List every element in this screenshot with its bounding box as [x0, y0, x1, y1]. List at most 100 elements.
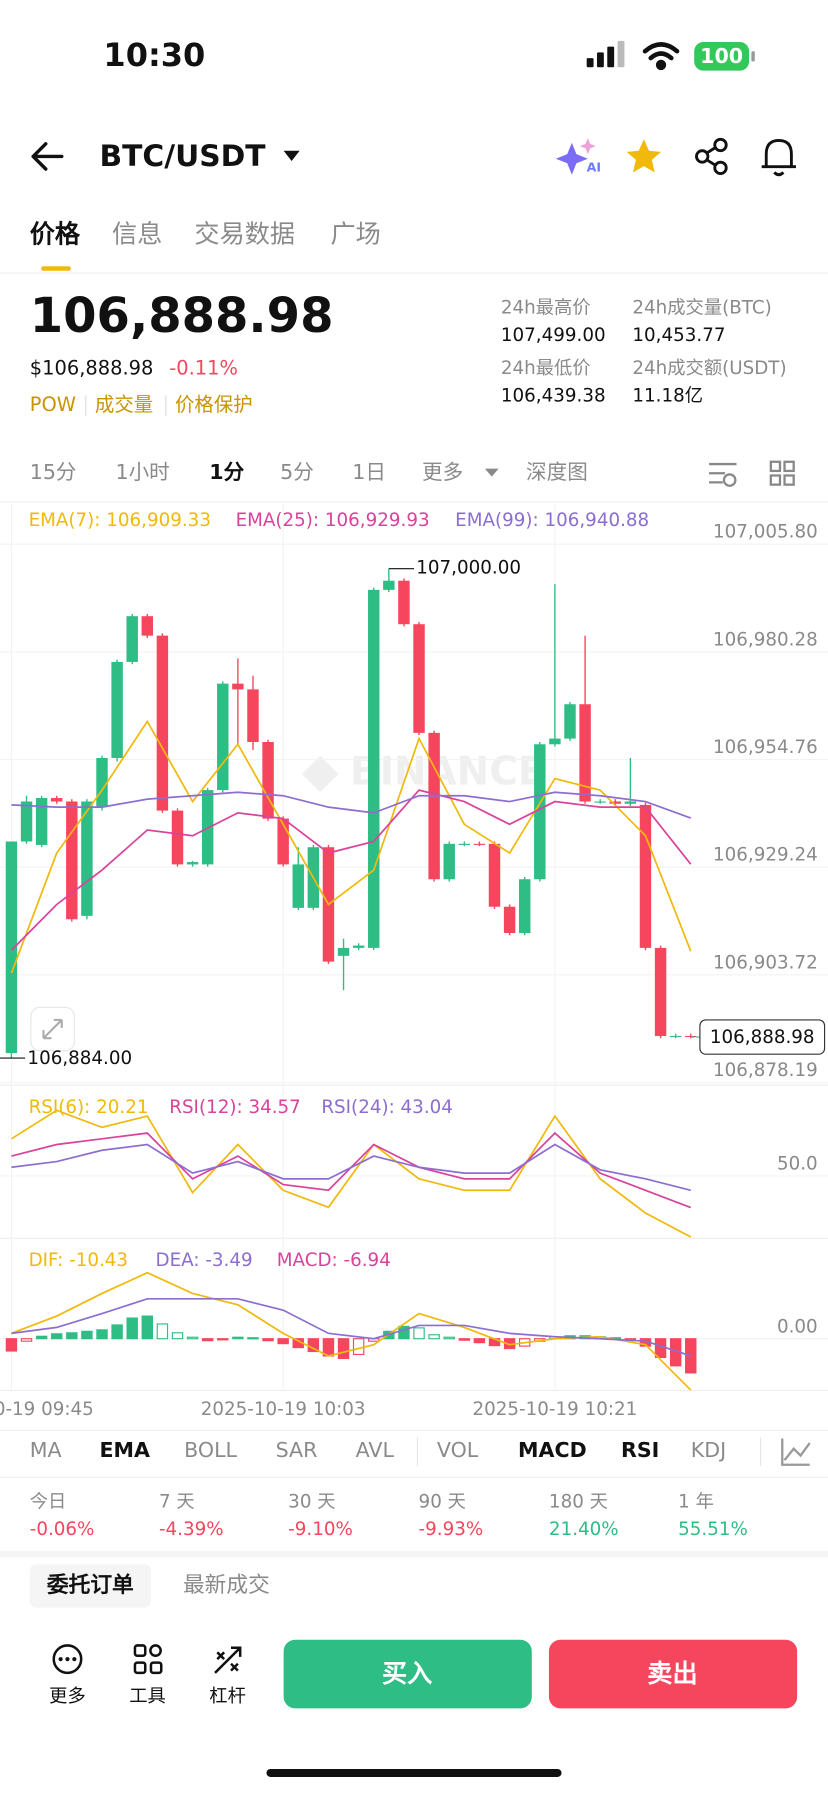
battery	[694, 42, 750, 71]
battery-level: 100	[700, 44, 743, 68]
candle-body	[352, 945, 365, 948]
indicator-tab[interactable]: MA	[30, 1438, 62, 1462]
y-tick-label: 106,929.24	[713, 845, 818, 866]
tag[interactable]: 价格保护	[175, 393, 253, 416]
interval[interactable]: 1分	[209, 460, 244, 484]
period-label: 180 天	[549, 1491, 608, 1512]
period-change: 55.51%	[678, 1519, 748, 1540]
back-button[interactable]	[31, 142, 64, 171]
expand-button[interactable]	[30, 1006, 75, 1052]
macd-bar	[217, 1338, 229, 1341]
macd-bar	[156, 1323, 169, 1340]
indicator-tab[interactable]: RSI	[621, 1438, 659, 1462]
period-label: 今日	[30, 1491, 67, 1512]
indicator-line	[11, 1143, 691, 1192]
last-price: 106,888.98	[30, 288, 334, 344]
candle-body	[594, 801, 606, 803]
sell-button[interactable]: 卖出	[548, 1639, 798, 1709]
indicator-settings[interactable]	[781, 1438, 811, 1466]
price-change: -0.11%	[169, 357, 238, 380]
layout-icon[interactable]	[769, 460, 795, 486]
period-label: 1 年	[678, 1491, 714, 1512]
y-tick-label: 106,980.28	[713, 629, 818, 650]
tab[interactable]: 交易数据	[194, 219, 295, 248]
macd-bar	[398, 1325, 410, 1340]
y-tick-label: 50.0	[777, 1154, 818, 1175]
macd-bar	[201, 1338, 214, 1342]
indicator-tab[interactable]: MACD	[518, 1438, 587, 1462]
x-tick-label: 2025-10-19 10:03	[201, 1399, 366, 1420]
macd-bar	[66, 1332, 78, 1340]
order-tab[interactable]: 最新成交	[183, 1573, 270, 1598]
x-tick-label: 2025-10-19 10:21	[473, 1399, 638, 1420]
y-tick-label: 106,878.19	[713, 1060, 818, 1081]
interval[interactable]: 15分	[30, 460, 77, 484]
macd-bar	[473, 1338, 486, 1344]
macd-bar	[413, 1327, 425, 1340]
pair-dropdown[interactable]	[283, 150, 300, 161]
tools-icon[interactable]	[133, 1644, 163, 1675]
legend-entry: MACD: -6.94	[277, 1250, 391, 1271]
candle-body	[654, 947, 667, 1036]
indicator-line	[10, 1109, 692, 1238]
share-button[interactable]	[695, 137, 728, 176]
tab[interactable]: 价格	[30, 219, 81, 248]
candle-body	[669, 1035, 682, 1038]
candle-body	[337, 947, 350, 956]
interval[interactable]: 1小时	[116, 460, 170, 484]
indicator-tab[interactable]: AVL	[356, 1438, 395, 1462]
candle-body	[609, 801, 621, 804]
macd-bar	[262, 1338, 274, 1342]
favorite-star[interactable]	[626, 139, 662, 173]
period-change: 21.40%	[549, 1519, 619, 1540]
more-icon[interactable]	[52, 1644, 83, 1675]
indicator-line	[11, 1297, 692, 1357]
buy-button[interactable]: 买入	[283, 1639, 532, 1709]
candle-body	[156, 635, 169, 811]
candle-body	[262, 742, 274, 819]
macd-bar	[81, 1330, 93, 1340]
macd-bar	[96, 1329, 108, 1340]
candle-body	[458, 843, 471, 845]
wifi-icon	[642, 42, 680, 71]
indicator-tab[interactable]: VOL	[437, 1438, 479, 1462]
interval[interactable]: 深度图	[526, 460, 588, 484]
leverage-icon[interactable]	[214, 1646, 242, 1674]
chart-settings-icon[interactable]	[709, 462, 737, 487]
tag[interactable]: POW	[30, 393, 76, 416]
tag[interactable]: 成交量	[95, 393, 153, 416]
tool-label: 工具	[129, 1686, 166, 1707]
interval[interactable]: 1日	[352, 460, 386, 484]
candle-body	[473, 843, 486, 845]
tab[interactable]: 信息	[112, 219, 162, 248]
usd-price: $106,888.98	[30, 357, 154, 380]
ai-button[interactable]: AI	[555, 138, 601, 175]
indicator-line	[10, 789, 692, 951]
candle-body	[217, 683, 229, 791]
order-tab[interactable]: 委托订单	[46, 1573, 134, 1598]
indicator-tab[interactable]: EMA	[99, 1438, 150, 1462]
indicator-tab[interactable]: KDJ	[691, 1438, 726, 1462]
macd-bar	[443, 1336, 455, 1340]
candle-body	[81, 801, 93, 916]
candle-body	[398, 580, 410, 625]
more-dropdown[interactable]	[484, 468, 499, 477]
last-price-tag	[699, 1019, 826, 1055]
alert-bell[interactable]	[761, 138, 796, 177]
interval[interactable]: 更多	[422, 460, 463, 484]
candle-body	[186, 862, 199, 865]
tab[interactable]: 广场	[331, 219, 381, 248]
legend-entry: DEA: -3.49	[156, 1250, 253, 1271]
candle-body	[488, 843, 501, 907]
candle-body	[277, 818, 289, 865]
interval[interactable]: 5分	[280, 460, 314, 484]
y-tick-label: 107,005.80	[713, 522, 818, 543]
tool-label: 杠杆	[209, 1686, 246, 1707]
indicator-tab[interactable]: SAR	[276, 1438, 318, 1462]
pair-title[interactable]: BTC/USDT	[99, 139, 266, 174]
macd-bar	[111, 1324, 123, 1340]
period-label: 90 天	[419, 1491, 466, 1512]
indicator-tab[interactable]: BOLL	[184, 1438, 237, 1462]
section-gap	[0, 1550, 828, 1558]
